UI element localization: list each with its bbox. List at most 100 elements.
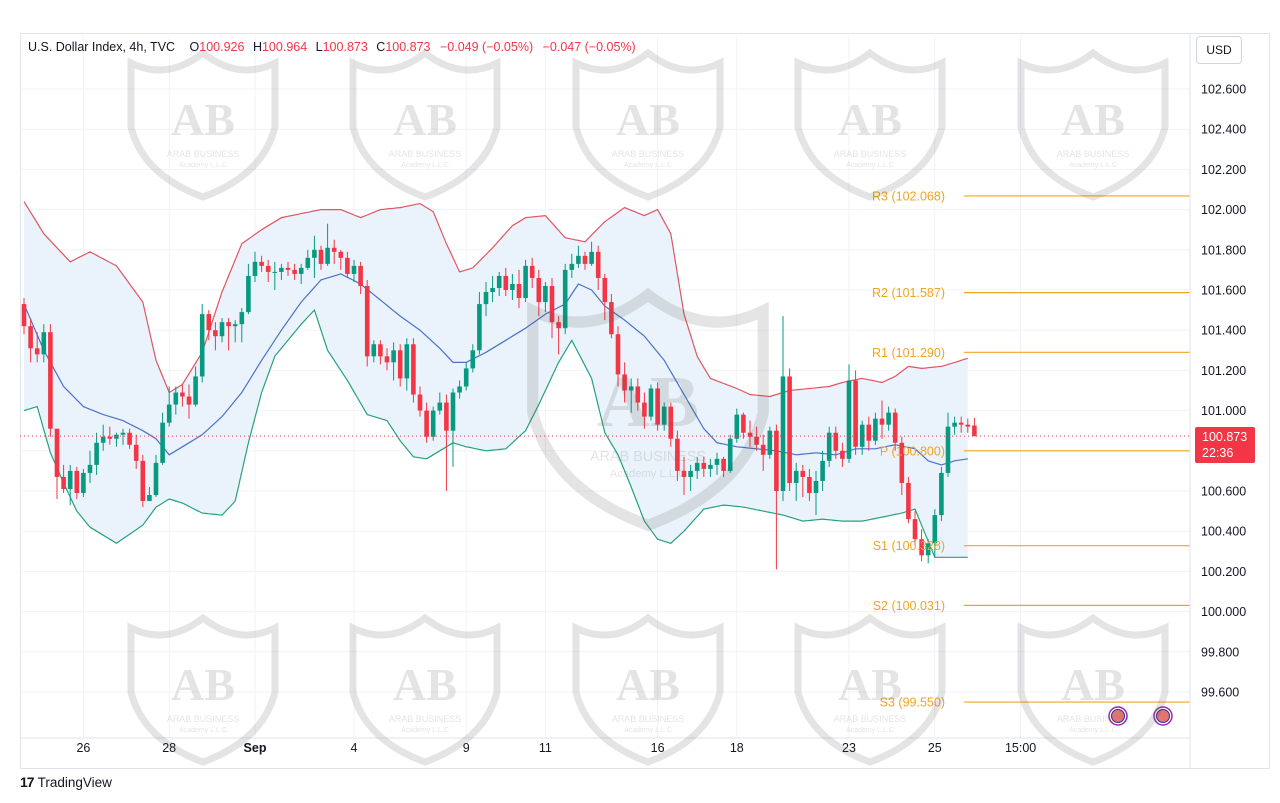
candle-body [734,414,740,439]
candle-body [721,458,726,471]
candle-body [265,265,271,272]
candle-body [642,402,647,417]
candle-body [912,519,918,540]
candle-body [965,424,971,427]
candle-body [246,275,251,313]
candle-body [107,436,113,439]
shield-outline-icon [127,48,279,201]
candle-body [120,432,126,435]
candle-body [760,444,766,455]
time-axis-tick: 23 [842,741,856,755]
candle-body [114,434,119,439]
price-axis-tick: 102.600 [1201,83,1246,97]
candle-body [391,350,396,363]
time-axis-tick: 28 [162,741,176,755]
price-axis-tick: 102.200 [1201,163,1246,177]
shield-outline-icon [349,613,501,766]
candle-body [81,472,86,494]
price-axis-tick: 101.400 [1201,324,1246,338]
candle-body [28,326,33,349]
candle-body [496,275,502,288]
candle-body [694,462,700,471]
watermark-text: ARAB BUSINESS [612,714,685,724]
bollinger-layer [23,201,968,558]
candle-body [312,249,317,258]
watermark-subtext: Academy L.L.C [401,727,449,734]
pivot-label: R1 (101.290) [872,346,945,360]
candle-body [609,302,614,335]
candle-body [543,285,548,303]
time-axis-tick: 4 [351,741,358,755]
candle-body [628,386,634,391]
watermark-subtext: Academy L.L.C [610,468,686,480]
pivot-layer: R3 (102.068) R2 (101.587) R1 (101.290) P (1… [20,189,1190,710]
candle-body [206,314,212,331]
tradingview-name: TradingView [37,774,112,790]
candle-body [562,269,568,329]
candle-body [906,482,911,520]
candle-body [503,275,509,290]
candle-body [305,257,311,268]
candle-body [404,344,410,379]
tradingview-branding[interactable]: 17 TradingView [20,774,112,790]
close-label: C [376,40,386,54]
candle-body [364,285,370,357]
candle-body [411,344,416,395]
candle-body [338,251,344,258]
candle-body [41,332,47,355]
time-axis-tick: 15:00 [1005,741,1036,755]
candle-body [569,263,575,270]
watermark-monogram: AB [838,94,902,145]
symbol-title[interactable]: U.S. Dollar Index, 4h, TVC [28,40,176,54]
time-axis-tick: 9 [463,741,470,755]
watermark-monogram: AB [1061,94,1125,145]
candle-body [67,470,73,489]
watermark-subtext: Academy L.L.C [624,162,672,169]
candle-body [180,392,185,397]
candle-body [529,265,535,278]
candle-body [582,255,588,264]
candle-body [556,322,561,329]
candle-body [576,255,581,264]
candle-body [833,432,839,451]
candle-body [510,283,515,290]
currency-button[interactable]: USD [1196,36,1242,64]
chart-frame [20,33,1270,769]
candle-body [714,458,720,465]
candle-body [490,287,495,293]
candle-body [589,251,594,264]
watermark-shield: AB ARAB BUSINESS Academy L.L.C [127,48,279,201]
candle-body [939,472,944,516]
candle-body [873,418,878,441]
price-axis-tick: 101.600 [1201,284,1246,298]
candle-body [945,426,951,473]
price-axis-tick: 102.400 [1201,123,1246,137]
watermark-text: ARAB BUSINESS [1057,149,1130,159]
bollinger-fill [24,201,968,558]
high-label: H [252,40,262,54]
candle-body [754,436,759,445]
candle-body [371,344,377,357]
watermark-monogram: AB [616,94,680,145]
candle-body [813,480,819,494]
candle-body [681,470,687,477]
candle-body [292,269,297,274]
candle-body [595,251,601,278]
price-axis-tick: 101.200 [1201,364,1246,378]
time-axis-tick: 11 [539,741,552,755]
last-price-tag: 100.873 22:36 [1195,427,1255,463]
price-axis-tick: 100.200 [1201,565,1246,579]
pivot-label: S1 (100.328) [873,539,945,553]
watermark-monogram: AB [838,659,902,710]
price-axis-tick: 100.400 [1201,525,1246,539]
candle-body [879,418,885,425]
candle-body [463,368,469,387]
watermark-text: ARAB BUSINESS [834,149,907,159]
candle-body [668,406,674,439]
watermark-monogram: AB [171,94,235,145]
watermark-text: ARAB BUSINESS [167,149,240,159]
candle-body [424,410,429,437]
price-axis-tick: 100.000 [1201,605,1246,619]
candle-body [655,388,660,425]
